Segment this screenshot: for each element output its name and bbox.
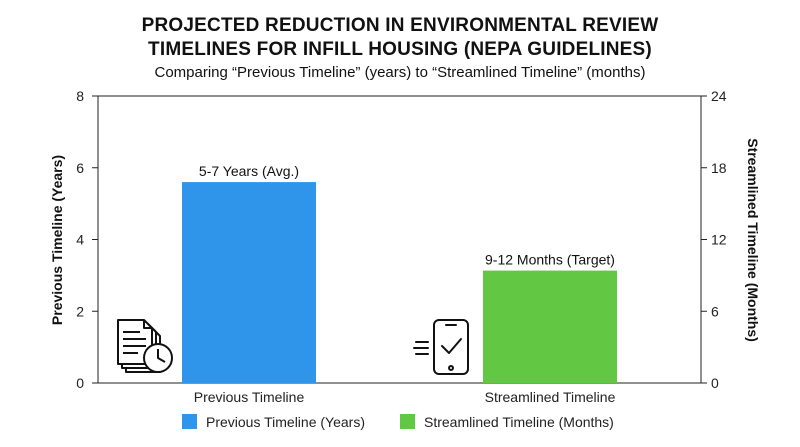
right-tick-label: 0 xyxy=(711,375,719,391)
left-tick-label: 6 xyxy=(76,160,84,176)
left-tick-label: 4 xyxy=(76,232,84,248)
category-labels-group: Previous Timeline Streamlined Timeline xyxy=(194,389,616,405)
left-axis-title: Previous Timeline (Years) xyxy=(49,155,65,325)
legend: Previous Timeline (Years) Streamlined Tim… xyxy=(182,414,614,430)
right-tick-label: 12 xyxy=(711,232,727,248)
legend-label: Streamlined Timeline (Months) xyxy=(424,414,614,430)
chart-title-line-1: PROJECTED REDUCTION IN ENVIRONMENTAL REV… xyxy=(141,15,659,36)
chart-title-line-2: TIMELINES FOR INFILL HOUSING (NEPA GUIDE… xyxy=(148,39,652,60)
data-label: 9-12 Months (Target) xyxy=(485,252,615,268)
right-tick-label: 24 xyxy=(711,88,727,104)
chart-subtitle: Comparing “Previous Timeline” (years) to… xyxy=(154,64,646,81)
bar-streamlined xyxy=(483,270,617,383)
category-label: Streamlined Timeline xyxy=(485,389,616,405)
bars-group xyxy=(182,182,617,383)
data-labels-group: 5-7 Years (Avg.) 9-12 Months (Target) xyxy=(199,163,615,267)
data-label: 5-7 Years (Avg.) xyxy=(199,163,299,179)
right-tick-label: 18 xyxy=(711,160,727,176)
document-clock-icon xyxy=(117,319,173,373)
legend-swatch xyxy=(400,414,415,429)
left-axis-ticks: 0 2 4 6 8 xyxy=(76,88,98,391)
legend-swatch xyxy=(182,414,197,429)
bar-previous xyxy=(182,182,316,383)
right-axis-ticks: 0 6 12 18 24 xyxy=(701,88,727,391)
tablet-checkmark-icon xyxy=(413,319,469,375)
category-label: Previous Timeline xyxy=(194,389,305,405)
right-axis-title: Streamlined Timeline (Months) xyxy=(745,138,761,342)
left-tick-label: 0 xyxy=(76,375,84,391)
legend-label: Previous Timeline (Years) xyxy=(206,414,365,430)
left-tick-label: 2 xyxy=(76,303,84,319)
right-tick-label: 6 xyxy=(711,303,719,319)
left-tick-label: 8 xyxy=(76,88,84,104)
